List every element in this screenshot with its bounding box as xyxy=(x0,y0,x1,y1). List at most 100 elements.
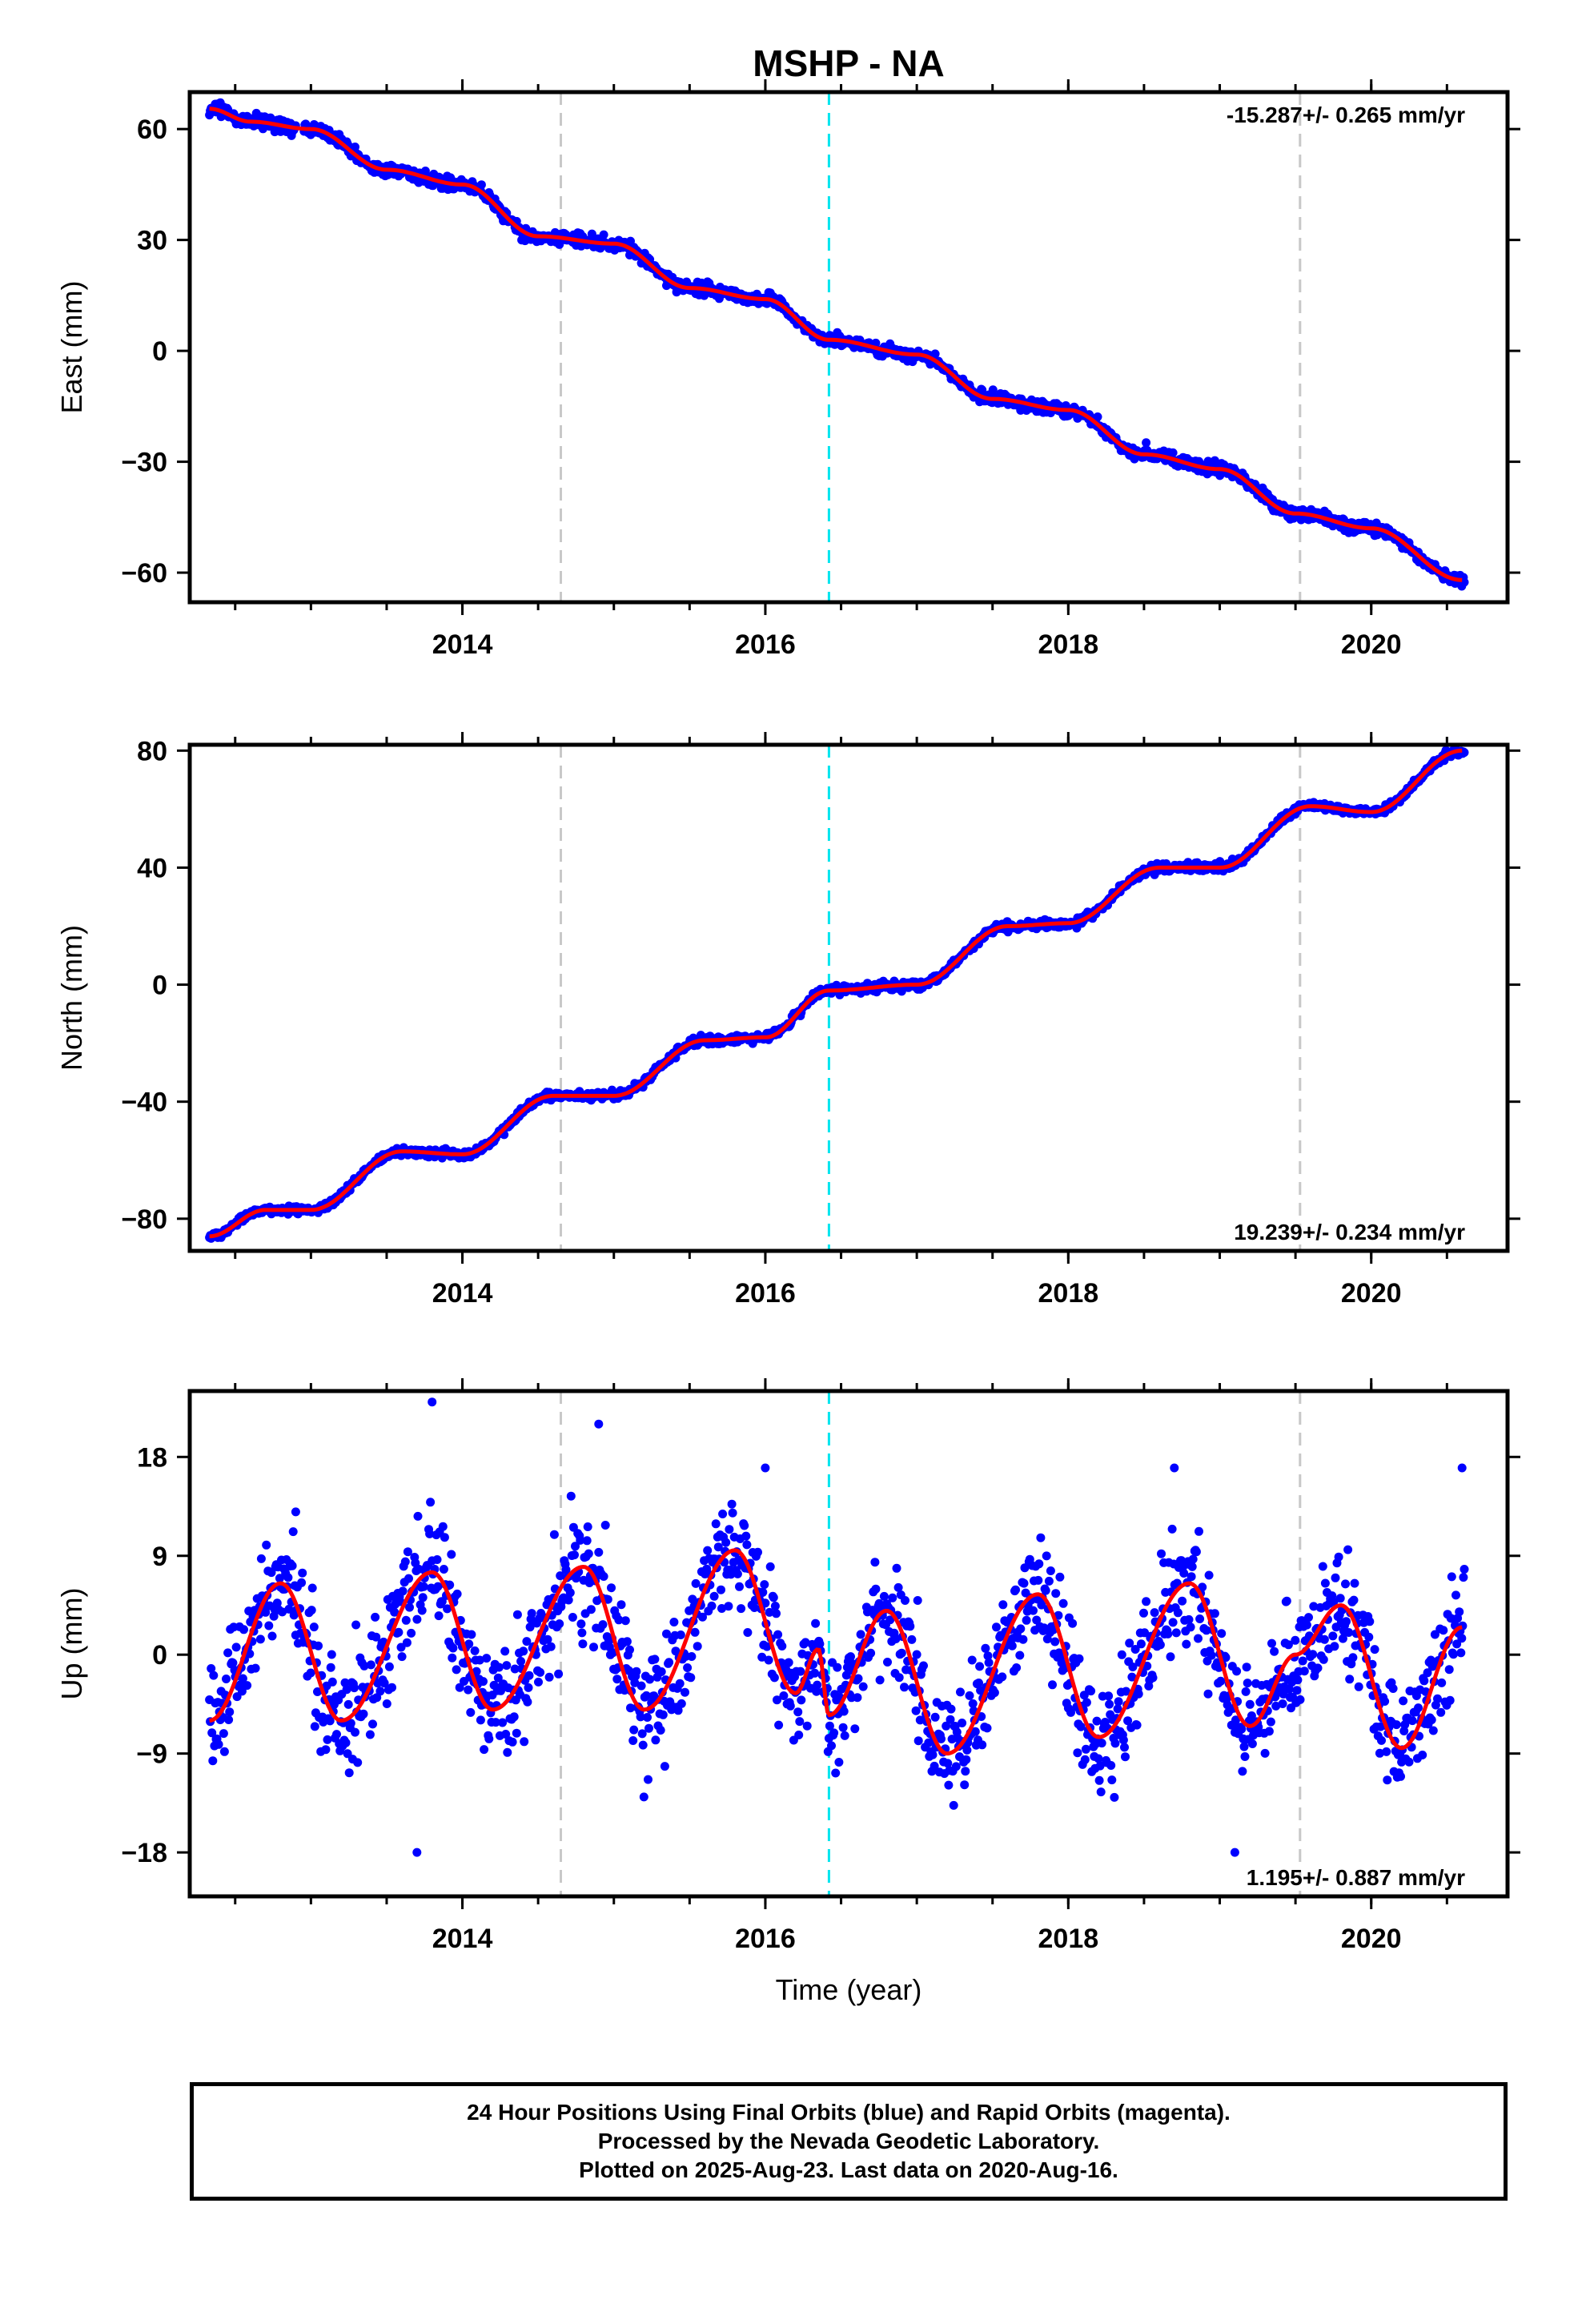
x-tick-label: 2016 xyxy=(735,1924,796,1954)
data-point xyxy=(1041,1586,1050,1595)
footer-line-1: 24 Hour Positions Using Final Orbits (bl… xyxy=(467,2100,1231,2125)
data-point xyxy=(1081,1744,1090,1754)
data-point xyxy=(1271,1701,1281,1711)
data-point xyxy=(1459,1573,1468,1582)
data-point xyxy=(225,1707,235,1717)
data-point xyxy=(709,1591,719,1601)
data-point xyxy=(298,1568,307,1578)
y-tick-label: −9 xyxy=(136,1739,167,1770)
panel-frame xyxy=(187,90,1510,605)
y-tick-label: 30 xyxy=(137,226,167,256)
data-point xyxy=(629,1725,639,1735)
data-point xyxy=(1299,1667,1309,1676)
data-point xyxy=(1444,1665,1454,1675)
data-point xyxy=(1034,1559,1044,1569)
data-point xyxy=(687,1652,697,1661)
data-point xyxy=(846,1652,855,1662)
data-point xyxy=(829,1728,839,1738)
data-point xyxy=(512,1728,521,1738)
data-point xyxy=(693,1642,702,1651)
x-tick-label: 2020 xyxy=(1341,1278,1402,1309)
data-point xyxy=(937,1734,946,1743)
data-point xyxy=(402,1638,412,1647)
data-point xyxy=(1166,1652,1175,1662)
data-point xyxy=(1456,1648,1466,1658)
data-point xyxy=(546,1642,556,1651)
data-point xyxy=(981,1643,990,1653)
data-point xyxy=(1240,1752,1250,1761)
data-point xyxy=(400,1557,410,1566)
data-point xyxy=(1142,438,1151,448)
data-point xyxy=(961,1767,970,1776)
data-point xyxy=(1055,1572,1065,1582)
y-tick-label: 0 xyxy=(152,971,167,1001)
data-point xyxy=(761,1598,770,1608)
data-point xyxy=(833,1663,842,1672)
data-point xyxy=(470,1646,480,1655)
data-point xyxy=(412,1614,422,1624)
data-point xyxy=(656,1667,666,1676)
data-point xyxy=(1428,1726,1438,1735)
data-point xyxy=(813,1680,822,1690)
data-point xyxy=(810,1668,820,1678)
data-point xyxy=(990,1688,999,1698)
data-point xyxy=(774,1720,784,1730)
data-point xyxy=(1348,1653,1358,1663)
data-point xyxy=(586,1605,596,1614)
data-point xyxy=(1380,1697,1390,1706)
data-point xyxy=(288,1527,298,1537)
data-point xyxy=(523,1697,532,1707)
data-point xyxy=(1011,1585,1020,1594)
data-point xyxy=(1080,1755,1090,1764)
data-point xyxy=(587,229,596,239)
data-point xyxy=(600,1521,610,1530)
data-point xyxy=(445,1580,455,1590)
data-point xyxy=(382,1699,391,1708)
data-point xyxy=(660,1762,669,1771)
x-tick-label: 2014 xyxy=(432,1278,493,1309)
data-point xyxy=(1042,1551,1051,1561)
data-point xyxy=(675,1679,685,1688)
data-point xyxy=(1221,1653,1231,1663)
data-point xyxy=(651,1735,661,1745)
data-point xyxy=(765,1607,774,1617)
data-point xyxy=(1331,1573,1340,1582)
data-point xyxy=(342,1685,351,1695)
data-point xyxy=(480,1745,489,1755)
data-point xyxy=(620,1616,630,1626)
data-point xyxy=(962,1755,971,1764)
data-point xyxy=(375,1687,385,1696)
data-point xyxy=(275,1574,284,1583)
y-tick-label: 40 xyxy=(137,853,167,883)
data-point xyxy=(519,1647,528,1656)
data-point xyxy=(440,1533,449,1542)
data-point xyxy=(793,1707,803,1717)
data-point xyxy=(1349,1595,1359,1605)
data-point xyxy=(905,1622,915,1631)
data-point xyxy=(915,1715,925,1725)
data-point xyxy=(1110,1739,1120,1748)
data-point xyxy=(1330,1642,1339,1651)
data-point xyxy=(251,1663,260,1673)
data-point xyxy=(812,1687,821,1696)
data-point xyxy=(1032,1615,1042,1625)
data-point xyxy=(510,1664,520,1674)
data-point xyxy=(576,1619,586,1629)
outlier-point xyxy=(1457,1463,1467,1473)
data-point xyxy=(913,1736,923,1746)
data-point xyxy=(1388,1684,1398,1693)
data-point xyxy=(673,1706,683,1715)
data-point xyxy=(1148,1673,1158,1683)
data-point xyxy=(733,1569,742,1578)
data-point xyxy=(815,1639,825,1649)
data-point xyxy=(1186,1572,1196,1582)
outlier-point xyxy=(761,1463,770,1473)
data-point xyxy=(1125,1638,1134,1648)
data-point xyxy=(1319,1655,1328,1664)
data-point xyxy=(272,1598,282,1608)
data-point xyxy=(967,1655,977,1665)
data-point xyxy=(801,1638,810,1647)
data-point xyxy=(628,1736,638,1745)
data-point xyxy=(534,1677,543,1687)
